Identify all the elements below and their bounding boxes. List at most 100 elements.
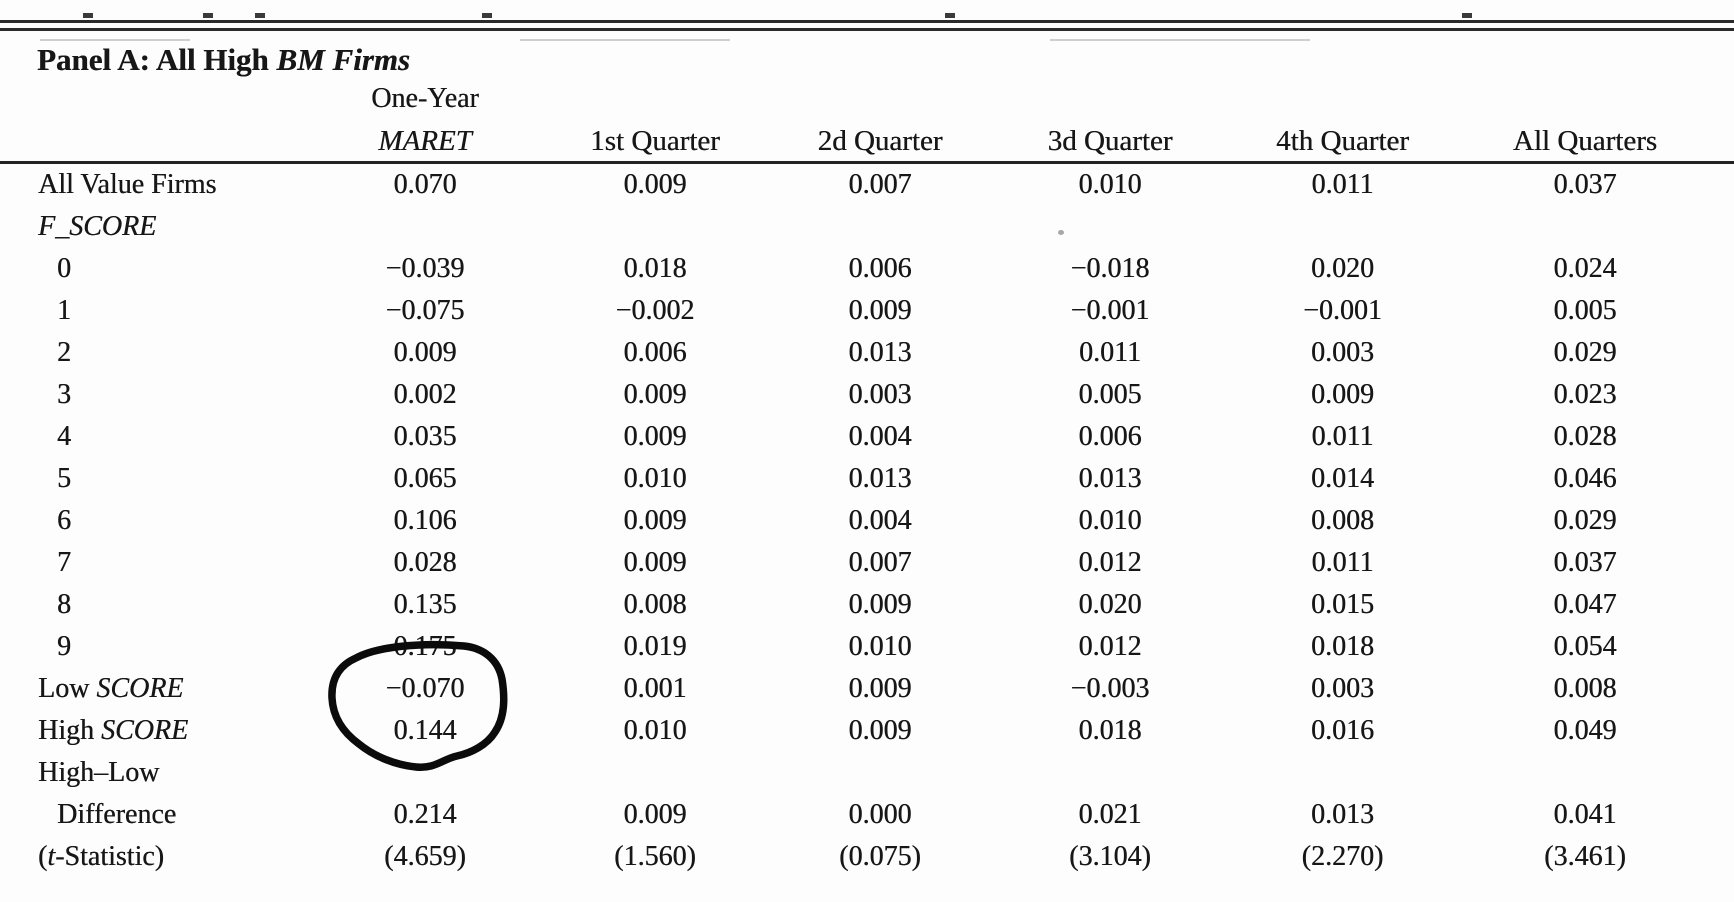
cell-all: 0.046 [1553,463,1617,494]
cell-all: 0.008 [1553,673,1617,704]
maret-header-italic: MARET [378,124,472,157]
row-label: All Value Firms [30,164,305,206]
cell-q4: 0.003 [1311,673,1374,704]
cell-maret: −0.075 [385,295,465,326]
column-header-q1: 1st Quarter [590,124,720,157]
header-spacer [1460,80,1710,118]
row-label: (t-Statistic) [30,836,305,878]
header-row-bottom: MARET 1st Quarter 2d Quarter 3d Quarter … [30,118,1710,164]
row-label-text: 4 [57,421,71,452]
cell-all: 0.037 [1553,169,1617,200]
row-label-text: High [38,715,101,746]
cell-q3: −0.003 [1070,673,1150,704]
cell-maret: (4.659) [384,841,466,872]
cell-q2: 0.010 [848,631,912,662]
cell-q3: 0.012 [1078,631,1142,662]
cell-q1: 0.006 [623,337,687,368]
table-row: 8 0.135 0.008 0.009 0.020 0.015 0.047 [30,584,1710,626]
cell-q4: 0.020 [1311,253,1374,284]
row-label: 4 [30,416,305,458]
cell-q4: 0.011 [1311,547,1374,578]
cell-q2: 0.007 [848,547,912,578]
cell-all: 0.024 [1553,253,1617,284]
row-label-italic: SCORE [101,715,189,746]
column-header-all: All Quarters [1512,124,1658,157]
row-label-text: 9 [57,631,71,662]
table-row: 2 0.009 0.006 0.013 0.011 0.003 0.029 [30,332,1710,374]
column-header-maret-line1: One-Year [371,83,479,114]
table-row: Low SCORE −0.070 0.001 0.009 −0.003 0.00… [30,668,1710,710]
cell-q4: 0.014 [1311,463,1374,494]
table-row: 4 0.035 0.009 0.004 0.006 0.011 0.028 [30,416,1710,458]
panel-title: Panel A: All High BM Firms [37,42,410,78]
column-header-maret-line2: MARET [305,118,545,164]
table-row: High–Low [30,752,1710,794]
row-label-text: Low [38,673,97,704]
scan-artifact-fragment [1050,39,1310,41]
cell-q1: 0.009 [623,799,687,830]
cell-q1: 0.019 [623,631,687,662]
cell-q3: 0.011 [1079,337,1141,368]
cell-q2: 0.000 [848,799,912,830]
cell-q3: −0.018 [1070,253,1150,284]
cell-all: 0.041 [1553,799,1617,830]
row-label-text: 8 [57,589,71,620]
table-body: All Value Firms 0.070 0.009 0.007 0.010 … [30,164,1710,878]
cell-all: 0.028 [1553,421,1617,452]
header-row-top: One-Year [30,80,1710,118]
cell-maret: 0.028 [393,547,457,578]
cell-q1: 0.009 [623,505,687,536]
cell-all: 0.047 [1553,589,1617,620]
scan-artifact-tick [203,13,213,18]
cell-q2 [765,752,995,794]
row-label-text: Difference [57,799,177,830]
cell-q1: 0.009 [623,379,687,410]
row-label-text: 7 [57,547,71,578]
row-label: 1 [30,290,305,332]
cell-q2: 0.009 [848,295,912,326]
cell-q3: 0.013 [1078,463,1142,494]
cell-maret [305,206,545,248]
cell-q3: 0.010 [1078,505,1142,536]
cell-q1: −0.002 [615,295,695,326]
cell-q1: 0.009 [623,421,687,452]
table-row: 1 −0.075 −0.002 0.009 −0.001 −0.001 0.00… [30,290,1710,332]
cell-q1: 0.008 [623,589,687,620]
cell-maret: 0.175 [393,631,457,662]
table-row: 9 0.175 0.019 0.010 0.012 0.018 0.054 [30,626,1710,668]
cell-q1: (1.560) [614,841,696,872]
cell-maret: 0.009 [393,337,457,368]
cell-q4: (2.270) [1301,841,1384,872]
cell-all: 0.029 [1553,505,1617,536]
cell-q4 [1225,206,1460,248]
scan-artifact-tick [255,13,265,18]
row-label: 8 [30,584,305,626]
cell-maret: −0.039 [385,253,465,284]
cell-maret: 0.214 [393,799,457,830]
table-row: F_SCORE [30,206,1710,248]
scan-artifact-tick [482,13,492,18]
column-header-q4: 4th Quarter [1276,124,1409,157]
row-label: Low SCORE [30,668,305,710]
cell-q2: 0.004 [848,421,912,452]
cell-q1 [545,752,765,794]
cell-maret [305,752,545,794]
cell-q2: (0.075) [839,841,921,872]
column-header-q2: 2d Quarter [817,124,943,157]
scan-artifact-speck [1058,230,1064,235]
header-spacer [1225,80,1460,118]
cell-q4: 0.015 [1311,589,1374,620]
row-label: High SCORE [30,710,305,752]
cell-maret: −0.070 [385,673,465,704]
cell-q3: 0.020 [1078,589,1142,620]
cell-maret: 0.065 [393,463,457,494]
cell-q2: 0.007 [848,169,912,200]
header-spacer [545,80,765,118]
row-label-text: 5 [57,463,71,494]
row-label: F_SCORE [30,206,305,248]
cell-q4 [1225,752,1460,794]
scan-artifact-tick [83,13,93,18]
cell-q2: 0.013 [848,337,912,368]
column-header-q3: 3d Quarter [1047,124,1173,157]
cell-all: 0.005 [1553,295,1617,326]
